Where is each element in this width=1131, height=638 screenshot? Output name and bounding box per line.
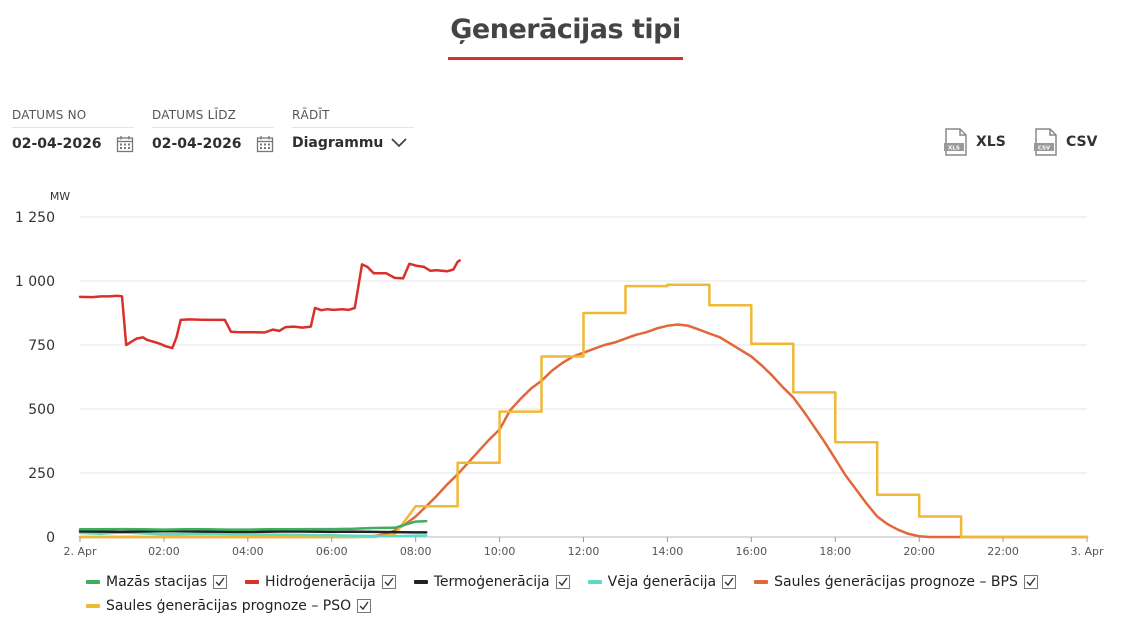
check-icon bbox=[215, 577, 225, 587]
x-tick-label: 08:00 bbox=[400, 545, 432, 558]
check-icon bbox=[1026, 577, 1036, 587]
legend-item[interactable]: Vēja ģenerācija bbox=[587, 572, 737, 592]
check-icon bbox=[359, 601, 369, 611]
legend-checkbox[interactable] bbox=[1023, 575, 1038, 589]
legend-item[interactable]: Mazās stacijas bbox=[86, 572, 228, 592]
date-from-label: DATUMS NO bbox=[12, 108, 134, 128]
legend-item[interactable]: Saules ģenerācijas prognoze – PSO bbox=[86, 596, 372, 616]
legend-checkbox[interactable] bbox=[555, 575, 570, 589]
series-line-0 bbox=[78, 519, 428, 531]
check-icon bbox=[558, 577, 568, 587]
x-tick-label: 22:00 bbox=[987, 545, 1019, 558]
y-tick-label: 750 bbox=[28, 338, 55, 354]
legend-label: Saules ģenerācijas prognoze – BPS bbox=[774, 574, 1018, 590]
csv-file-icon: CSV bbox=[1034, 128, 1057, 156]
legend-label: Mazās stacijas bbox=[106, 574, 208, 590]
date-to-value[interactable]: 02-04-2026 bbox=[152, 136, 242, 152]
show-select-value[interactable]: Diagrammu bbox=[292, 135, 384, 151]
legend-swatch bbox=[86, 604, 100, 608]
export-xls-label[interactable]: XLS bbox=[976, 134, 1006, 150]
y-tick-label: 1 250 bbox=[15, 210, 55, 226]
check-icon bbox=[384, 577, 394, 587]
date-to-field[interactable]: DATUMS LĪDZ 02-04-2026 bbox=[152, 108, 274, 153]
x-tick-label: 18:00 bbox=[819, 545, 851, 558]
legend-label: Hidroģenerācija bbox=[265, 574, 376, 590]
legend-swatch bbox=[754, 580, 769, 584]
legend-checkbox[interactable] bbox=[722, 575, 737, 589]
legend-item[interactable]: Hidroģenerācija bbox=[245, 572, 396, 592]
x-tick-label: 14:00 bbox=[652, 545, 684, 558]
x-tick-label: 04:00 bbox=[232, 545, 264, 558]
export-xls-button[interactable]: XLS XLS bbox=[944, 128, 1006, 156]
svg-text:CSV: CSV bbox=[1038, 146, 1051, 152]
x-tick-label: 16:00 bbox=[735, 545, 767, 558]
legend-swatch bbox=[86, 580, 100, 584]
x-tick-label: 10:00 bbox=[484, 545, 516, 558]
date-from-value[interactable]: 02-04-2026 bbox=[12, 136, 102, 152]
export-csv-label[interactable]: CSV bbox=[1066, 134, 1098, 150]
chart-svg: MW 0 250 500 750 1 000 1 250 2. Apr 02:00 04:00 06… bbox=[15, 190, 1104, 558]
y-tick-label: 500 bbox=[28, 402, 55, 418]
y-tick-label: 1 000 bbox=[15, 274, 55, 290]
legend-swatch bbox=[245, 580, 260, 584]
export-csv-button[interactable]: CSV CSV bbox=[1034, 128, 1097, 156]
legend-item[interactable]: Saules ģenerācijas prognoze – BPS bbox=[754, 572, 1038, 592]
x-tick-label: 20:00 bbox=[903, 545, 935, 558]
calendar-icon[interactable] bbox=[116, 135, 134, 153]
legend-swatch bbox=[587, 580, 602, 584]
generation-chart: MW 0 250 500 750 1 000 1 250 2. Apr 02:00 04:00 06… bbox=[0, 180, 1131, 560]
legend-checkbox[interactable] bbox=[381, 575, 396, 589]
show-label: RĀDĪT bbox=[292, 108, 414, 128]
page-title-wrap: Ģenerācijas tipi bbox=[0, 14, 1131, 60]
xls-file-icon: XLS bbox=[944, 128, 967, 156]
svg-text:XLS: XLS bbox=[948, 146, 960, 152]
legend-checkbox[interactable] bbox=[357, 599, 372, 613]
series-line-4 bbox=[78, 323, 1089, 539]
legend-label: Termoģenerācija bbox=[433, 574, 550, 590]
chart-legend: Mazās stacijas Hidroģenerācija Termoģenerā… bbox=[86, 572, 1086, 616]
x-tick-label: 2. Apr bbox=[63, 545, 96, 558]
y-axis-unit-label: MW bbox=[50, 190, 70, 203]
legend-item[interactable]: Termoģenerācija bbox=[413, 572, 570, 592]
legend-label: Saules ģenerācijas prognoze – PSO bbox=[106, 598, 352, 614]
series-line-5 bbox=[78, 283, 1089, 539]
legend-checkbox[interactable] bbox=[213, 575, 228, 589]
legend-swatch bbox=[413, 580, 428, 584]
show-select-field[interactable]: RĀDĪT Diagrammu bbox=[292, 108, 414, 151]
date-from-field[interactable]: DATUMS NO 02-04-2026 bbox=[12, 108, 134, 153]
y-tick-label: 250 bbox=[28, 466, 55, 482]
x-tick-label: 02:00 bbox=[148, 545, 180, 558]
calendar-icon[interactable] bbox=[256, 135, 274, 153]
page-title: Ģenerācijas tipi bbox=[448, 14, 683, 60]
date-to-label: DATUMS LĪDZ bbox=[152, 108, 274, 128]
chevron-down-icon[interactable] bbox=[390, 136, 408, 150]
y-tick-label: 0 bbox=[46, 530, 55, 546]
x-tick-label: 12:00 bbox=[568, 545, 600, 558]
check-icon bbox=[724, 577, 734, 587]
x-tick-label: 06:00 bbox=[316, 545, 348, 558]
legend-label: Vēja ģenerācija bbox=[607, 574, 717, 590]
series-line-2 bbox=[78, 529, 428, 534]
x-tick-label: 3. Apr bbox=[1070, 545, 1103, 558]
series-line-1 bbox=[78, 259, 461, 350]
